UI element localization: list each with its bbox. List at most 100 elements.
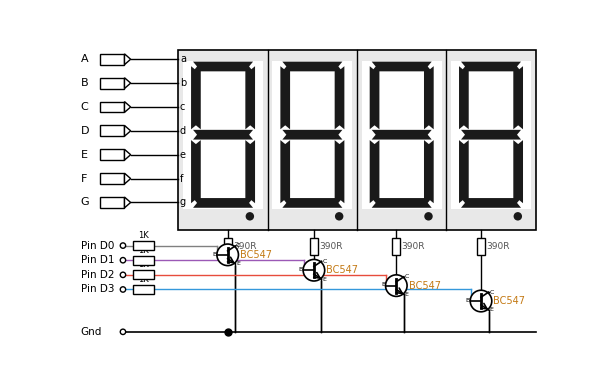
Bar [310,238,318,255]
Polygon shape [459,140,469,203]
Polygon shape [335,140,344,203]
Text: E: E [81,150,88,160]
Text: 390R: 390R [486,242,510,251]
Polygon shape [193,62,253,71]
Polygon shape [371,130,432,140]
Polygon shape [246,66,255,129]
Circle shape [424,212,433,221]
Text: Pin D0: Pin D0 [81,240,114,251]
Text: B: B [81,78,88,88]
Text: C: C [236,244,240,248]
Circle shape [514,212,522,221]
Bar [133,285,154,294]
Bar [477,238,485,255]
Text: BC547: BC547 [493,296,526,306]
Polygon shape [424,66,433,129]
Polygon shape [514,140,523,203]
Polygon shape [193,130,253,140]
Circle shape [217,244,238,265]
Polygon shape [461,130,521,140]
Bar [100,78,125,88]
Text: 1K: 1K [138,231,149,240]
Text: 390R: 390R [319,242,343,251]
Text: B: B [466,298,470,303]
Circle shape [303,260,324,281]
Polygon shape [191,66,200,129]
Polygon shape [125,197,131,208]
Text: e: e [180,150,186,160]
Text: Pin D2: Pin D2 [81,270,114,280]
Text: E: E [405,292,409,297]
Text: E: E [489,307,493,312]
Circle shape [385,275,407,296]
Text: Pin D1: Pin D1 [81,255,114,265]
Bar [178,50,536,230]
Text: BC547: BC547 [409,281,441,291]
Bar [133,241,154,250]
Text: B: B [299,267,303,272]
Bar [272,61,352,209]
Polygon shape [461,198,521,208]
Polygon shape [335,66,344,129]
Polygon shape [371,198,432,208]
Polygon shape [370,66,379,129]
Bar [100,173,125,184]
Text: E: E [236,261,240,266]
Polygon shape [424,140,433,203]
Polygon shape [281,66,290,129]
Polygon shape [514,66,523,129]
Text: f: f [180,174,184,184]
Text: c: c [180,102,185,112]
Text: F: F [81,174,87,184]
Polygon shape [193,198,253,208]
Polygon shape [191,140,200,203]
Text: Gnd: Gnd [81,327,102,337]
Text: 390R: 390R [233,242,256,251]
Text: g: g [180,197,186,208]
Text: b: b [180,78,186,88]
Polygon shape [281,140,290,203]
Circle shape [120,243,126,248]
Bar [451,61,531,209]
Circle shape [470,290,492,312]
Circle shape [120,258,126,263]
Bar [183,61,263,209]
Text: a: a [180,54,186,64]
Bar [100,197,125,208]
Text: B: B [381,282,385,287]
Polygon shape [125,54,131,65]
Bar [362,61,442,209]
Polygon shape [125,126,131,136]
Text: BC547: BC547 [326,265,358,275]
Bar [100,126,125,136]
Circle shape [246,212,254,221]
Text: B: B [213,251,217,256]
Text: C: C [489,290,494,295]
Text: C: C [405,274,409,279]
Text: D: D [81,126,89,136]
Bar [224,238,232,255]
Circle shape [120,287,126,292]
Text: 1K: 1K [138,246,149,255]
Text: G: G [81,197,89,208]
Polygon shape [282,198,343,208]
Text: E: E [322,276,326,282]
Bar [133,270,154,280]
Polygon shape [282,62,343,71]
Polygon shape [125,149,131,160]
Text: d: d [180,126,186,136]
Circle shape [120,329,126,335]
Text: Pin D3: Pin D3 [81,285,114,294]
Polygon shape [125,78,131,88]
Text: C: C [81,102,88,112]
Polygon shape [370,140,379,203]
Text: C: C [322,259,327,264]
Polygon shape [282,130,343,140]
Polygon shape [461,62,521,71]
Bar [100,149,125,160]
Text: 390R: 390R [402,242,425,251]
Polygon shape [371,62,432,71]
Bar [133,256,154,265]
Circle shape [335,212,343,221]
Polygon shape [125,173,131,184]
